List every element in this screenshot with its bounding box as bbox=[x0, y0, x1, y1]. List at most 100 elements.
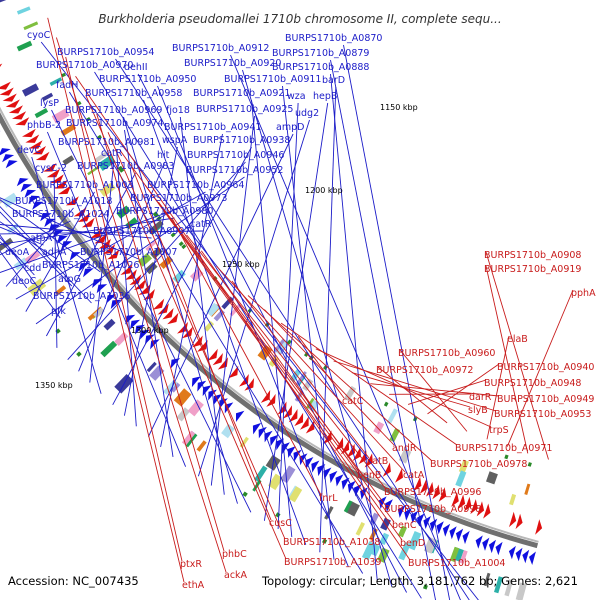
feature-tick bbox=[76, 351, 82, 357]
gene-label: BURPS1710b_A0972 bbox=[376, 365, 473, 376]
gene-label: ackA bbox=[224, 570, 248, 581]
gene-label: catR bbox=[101, 148, 123, 159]
label-leader-line bbox=[352, 373, 470, 407]
gene-label: BURPS1710b_A0920 bbox=[184, 58, 281, 69]
gene-label: benC bbox=[392, 520, 417, 531]
forward-gene-arrow bbox=[476, 535, 483, 548]
gene-label: wza bbox=[287, 91, 306, 102]
gene-label: BURPS1710b_A0888 bbox=[272, 62, 369, 73]
gene-label: fadH bbox=[56, 80, 78, 91]
gene-label: andR bbox=[392, 443, 417, 454]
feature-block bbox=[35, 108, 49, 118]
forward-gene-arrow bbox=[463, 531, 470, 544]
gene-label: BURPS1710b_A0948 bbox=[484, 378, 581, 389]
gene-label: phbC bbox=[222, 549, 247, 560]
gene-label: devC bbox=[17, 145, 41, 156]
gene-label: cysC-2 bbox=[35, 163, 67, 174]
scale-label: 1250 kbp bbox=[222, 260, 260, 269]
gene-label: adhA bbox=[42, 247, 67, 258]
gene-label: BURPS1710b_A0974 bbox=[66, 118, 163, 129]
gene-label: deoA bbox=[5, 247, 30, 258]
gene-label: BURPS1710b_A1036 bbox=[33, 291, 130, 302]
gene-label: BURPS1710b_A0908 bbox=[484, 250, 581, 261]
gene-label: pfk bbox=[51, 306, 66, 317]
gene-label: cusC bbox=[269, 518, 292, 529]
label-leader-line bbox=[320, 87, 336, 552]
reverse-gene-arrow bbox=[0, 64, 2, 72]
feature-tick bbox=[55, 328, 61, 333]
gene-label: hit bbox=[157, 150, 170, 161]
gene-label: BURPS1710b_A0949 bbox=[497, 394, 594, 405]
gene-label: BURPS1710b_A0921 bbox=[193, 88, 290, 99]
gene-label: fnrL bbox=[319, 493, 338, 504]
gene-label: ethA bbox=[182, 580, 205, 591]
gene-label: benB bbox=[357, 470, 381, 481]
gene-label: barD bbox=[322, 75, 345, 86]
gene-label: BURPS1710b_A0952 bbox=[186, 165, 283, 176]
feature-block bbox=[190, 268, 204, 282]
feature-block bbox=[145, 262, 158, 274]
scale-label: 1300 kbp bbox=[131, 326, 169, 335]
gene-label: BURPS1710b_A0969 bbox=[65, 105, 162, 116]
gene-label: BURPS1710b_A0919 bbox=[484, 264, 581, 275]
gene-label: BURPS1710b_A0950 bbox=[99, 74, 196, 85]
gene-label: wspA bbox=[162, 135, 188, 146]
feature-block bbox=[174, 388, 192, 406]
feature-block bbox=[524, 484, 530, 495]
gene-label: BURPS1710b_A0925 bbox=[196, 104, 293, 115]
gene-label: BURPS1710b_A1004 bbox=[408, 558, 505, 569]
feature-block bbox=[23, 21, 38, 30]
feature-block bbox=[486, 471, 498, 484]
gene-label: BURPS1710b_A1026 bbox=[42, 260, 139, 271]
feature-block bbox=[22, 83, 39, 96]
scale-label: 1200 kbp bbox=[305, 186, 343, 195]
forward-gene-arrow bbox=[516, 548, 523, 562]
gene-label: BURPS1710b_A0978 bbox=[430, 459, 527, 470]
gene-label: BURPS1710b_A0870 bbox=[285, 33, 382, 44]
gene-label: BURPS1710b_A0981 bbox=[58, 137, 155, 148]
feature-block bbox=[17, 41, 33, 52]
gene-label: BURPS1710b_A1003 bbox=[36, 180, 133, 191]
feature-tick bbox=[275, 512, 280, 517]
reverse-gene-arrow bbox=[516, 514, 523, 529]
reverse-gene-arrow bbox=[483, 504, 490, 519]
gene-label: slyB bbox=[468, 405, 488, 416]
gene-label: cyoC bbox=[27, 30, 51, 41]
gene-label: atpA bbox=[30, 233, 53, 244]
gene-label: BURPS1710b_A0970 bbox=[36, 60, 133, 71]
feature-block bbox=[177, 407, 190, 421]
forward-gene-arrow bbox=[6, 160, 18, 168]
accession-label: Accession: NC_007435 bbox=[8, 574, 139, 588]
gene-label: BURPS1710b_A1039 bbox=[284, 557, 381, 568]
gene-label: hepB bbox=[313, 91, 337, 102]
gene-label: elaB bbox=[507, 334, 528, 345]
gene-label: deoC bbox=[12, 276, 37, 287]
forward-gene-arrow bbox=[496, 542, 503, 555]
forward-gene-arrow bbox=[436, 521, 443, 534]
gene-label: fjo18 bbox=[166, 105, 190, 116]
gene-label: BURPS1710b_A1018 bbox=[15, 196, 112, 207]
gene-label: catR bbox=[190, 219, 212, 230]
feature-block bbox=[17, 6, 31, 14]
feature-tick bbox=[304, 352, 309, 357]
gene-label: BURPS1710b_A1038 bbox=[283, 537, 380, 548]
gene-label: BURPS1710b_A0998 bbox=[384, 504, 481, 515]
gene-label: BURPS1710b_A0954 bbox=[57, 47, 154, 58]
gene-label: udg2 bbox=[295, 108, 319, 119]
forward-gene-arrow bbox=[236, 411, 244, 422]
reverse-gene-arrow bbox=[153, 299, 164, 310]
forward-gene-arrow bbox=[449, 526, 456, 539]
gene-label: ptxR bbox=[180, 559, 202, 570]
gene-label: dehII bbox=[124, 62, 148, 73]
label-leader-line bbox=[344, 45, 452, 600]
feature-block bbox=[197, 440, 207, 452]
scale-label: 1150 kbp bbox=[380, 103, 418, 112]
feature-block bbox=[356, 522, 365, 536]
gene-label: BURPS1710b_A0946 bbox=[187, 150, 284, 161]
gene-label: BURPS1710b_A0973 bbox=[130, 193, 227, 204]
gene-label: catA bbox=[403, 470, 425, 481]
forward-gene-arrow bbox=[0, 130, 1, 138]
gene-label: BURPS1710b_A0911 bbox=[224, 74, 321, 85]
forward-gene-arrow bbox=[489, 540, 496, 553]
